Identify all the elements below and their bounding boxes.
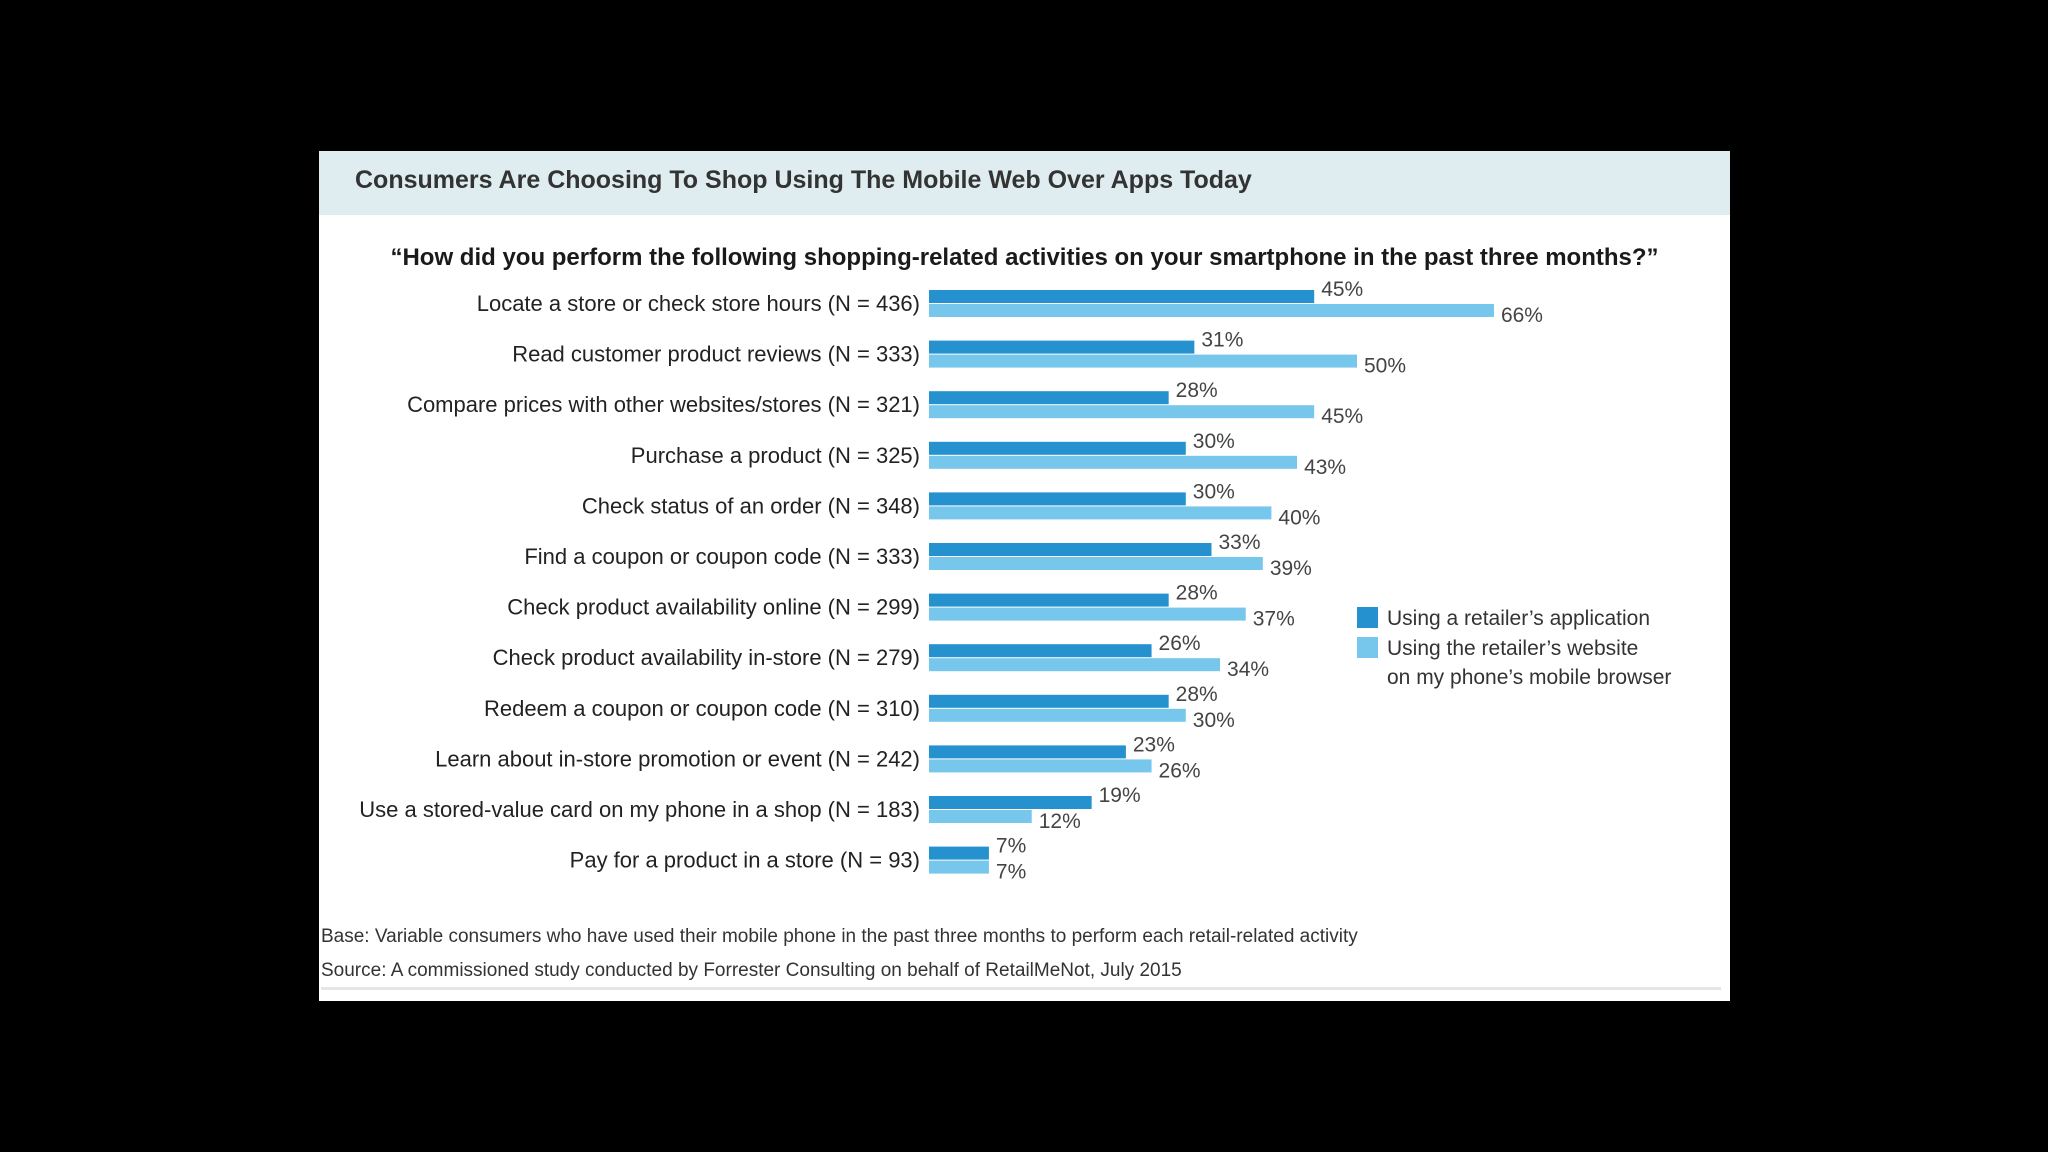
app-value-label-find-a-coupon-or-coupon-code: 33% xyxy=(1218,531,1260,554)
app-bar-locate-a-store-or-check-store-hours xyxy=(929,290,1315,303)
bar-chart: Locate a store or check store hours (N =… xyxy=(359,278,1671,884)
web-bar-read-customer-product-reviews xyxy=(929,354,1357,368)
web-bar-locate-a-store-or-check-store-hours xyxy=(929,304,1494,317)
web-bar-check-product-availability-in-store xyxy=(929,658,1221,672)
app-value-label-redeem-a-coupon-or-coupon-code: 28% xyxy=(1176,683,1218,706)
app-bar-use-a-stored-value-card-on-my-phone-in-a-shop xyxy=(929,796,1092,809)
app-bar-check-product-availability-online xyxy=(929,593,1169,607)
category-label-learn-about-in-store-promotion-or-event: Learn about in-store promotion or event … xyxy=(435,746,920,771)
web-value-label-redeem-a-coupon-or-coupon-code: 30% xyxy=(1193,709,1235,732)
category-label-purchase-a-product: Purchase a product (N = 325) xyxy=(631,443,920,468)
web-bar-learn-about-in-store-promotion-or-event xyxy=(929,759,1152,773)
legend-label-app: Using a retailer’s application xyxy=(1387,607,1650,630)
web-value-label-check-status-of-an-order: 40% xyxy=(1278,506,1320,529)
header-banner: Consumers Are Choosing To Shop Using The… xyxy=(319,151,1730,215)
app-bar-purchase-a-product xyxy=(929,441,1186,455)
web-bar-use-a-stored-value-card-on-my-phone-in-a-shop xyxy=(929,810,1032,823)
app-bar-redeem-a-coupon-or-coupon-code xyxy=(929,694,1169,708)
web-value-label-locate-a-store-or-check-store-hours: 66% xyxy=(1501,304,1543,327)
category-label-read-customer-product-reviews: Read customer product reviews (N = 333) xyxy=(512,342,920,367)
web-value-label-learn-about-in-store-promotion-or-event: 26% xyxy=(1159,759,1201,782)
category-label-check-status-of-an-order: Check status of an order (N = 348) xyxy=(582,493,920,518)
app-bar-pay-for-a-product-in-a-store xyxy=(929,846,989,860)
legend-swatch-web xyxy=(1357,637,1378,658)
app-bar-read-customer-product-reviews xyxy=(929,340,1195,354)
category-label-find-a-coupon-or-coupon-code: Find a coupon or coupon code (N = 333) xyxy=(524,544,920,569)
legend-label-web-line-1: Using the retailer’s website xyxy=(1387,637,1638,660)
survey-question: “How did you perform the following shopp… xyxy=(390,244,1659,271)
app-value-label-pay-for-a-product-in-a-store: 7% xyxy=(996,835,1026,858)
web-bar-redeem-a-coupon-or-coupon-code xyxy=(929,708,1186,722)
web-bar-check-status-of-an-order xyxy=(929,506,1272,520)
category-label-compare-prices-with-other-websites-stores: Compare prices with other websites/store… xyxy=(407,392,920,417)
category-label-use-a-stored-value-card-on-my-phone-in-a-shop: Use a stored-value card on my phone in a… xyxy=(359,797,920,822)
category-label-redeem-a-coupon-or-coupon-code: Redeem a coupon or coupon code (N = 310) xyxy=(484,696,920,721)
app-bar-learn-about-in-store-promotion-or-event xyxy=(929,745,1126,759)
web-bar-pay-for-a-product-in-a-store xyxy=(929,860,989,874)
web-value-label-purchase-a-product: 43% xyxy=(1304,456,1346,479)
web-bar-compare-prices-with-other-websites-stores xyxy=(929,405,1315,419)
app-value-label-check-status-of-an-order: 30% xyxy=(1193,480,1235,503)
legend-label-web-line-2: on my phone’s mobile browser xyxy=(1387,666,1671,689)
web-value-label-pay-for-a-product-in-a-store: 7% xyxy=(996,861,1026,884)
base-note: Base: Variable consumers who have used t… xyxy=(321,926,1358,947)
web-value-label-read-customer-product-reviews: 50% xyxy=(1364,355,1406,378)
web-value-label-find-a-coupon-or-coupon-code: 39% xyxy=(1270,557,1312,580)
app-value-label-check-product-availability-online: 28% xyxy=(1176,582,1218,605)
category-label-locate-a-store-or-check-store-hours: Locate a store or check store hours (N =… xyxy=(477,291,920,316)
source-note: Source: A commissioned study conducted b… xyxy=(321,960,1182,981)
footer-divider xyxy=(321,987,1721,990)
chart-card: Consumers Are Choosing To Shop Using The… xyxy=(319,151,1730,1001)
app-value-label-use-a-stored-value-card-on-my-phone-in-a-shop: 19% xyxy=(1099,784,1141,807)
web-bar-purchase-a-product xyxy=(929,455,1298,469)
app-value-label-read-customer-product-reviews: 31% xyxy=(1201,329,1243,352)
app-bar-check-product-availability-in-store xyxy=(929,644,1152,658)
category-label-check-product-availability-in-store: Check product availability in-store (N =… xyxy=(493,645,920,670)
app-value-label-compare-prices-with-other-websites-stores: 28% xyxy=(1176,379,1218,402)
web-value-label-check-product-availability-in-store: 34% xyxy=(1227,658,1269,681)
app-value-label-learn-about-in-store-promotion-or-event: 23% xyxy=(1133,733,1175,756)
legend-swatch-app xyxy=(1357,607,1378,628)
web-bar-check-product-availability-online xyxy=(929,607,1246,621)
category-label-check-product-availability-online: Check product availability online (N = 2… xyxy=(507,595,920,620)
app-value-label-locate-a-store-or-check-store-hours: 45% xyxy=(1321,278,1363,301)
category-label-pay-for-a-product-in-a-store: Pay for a product in a store (N = 93) xyxy=(570,848,920,873)
app-bar-compare-prices-with-other-websites-stores xyxy=(929,391,1169,405)
app-bar-check-status-of-an-order xyxy=(929,492,1186,506)
web-value-label-use-a-stored-value-card-on-my-phone-in-a-shop: 12% xyxy=(1039,810,1081,833)
web-value-label-check-product-availability-online: 37% xyxy=(1253,608,1295,631)
app-bar-find-a-coupon-or-coupon-code xyxy=(929,543,1212,556)
web-bar-find-a-coupon-or-coupon-code xyxy=(929,557,1263,570)
web-value-label-compare-prices-with-other-websites-stores: 45% xyxy=(1321,405,1363,428)
app-value-label-purchase-a-product: 30% xyxy=(1193,430,1235,453)
app-value-label-check-product-availability-in-store: 26% xyxy=(1159,632,1201,655)
chart-title: Consumers Are Choosing To Shop Using The… xyxy=(355,166,1252,194)
